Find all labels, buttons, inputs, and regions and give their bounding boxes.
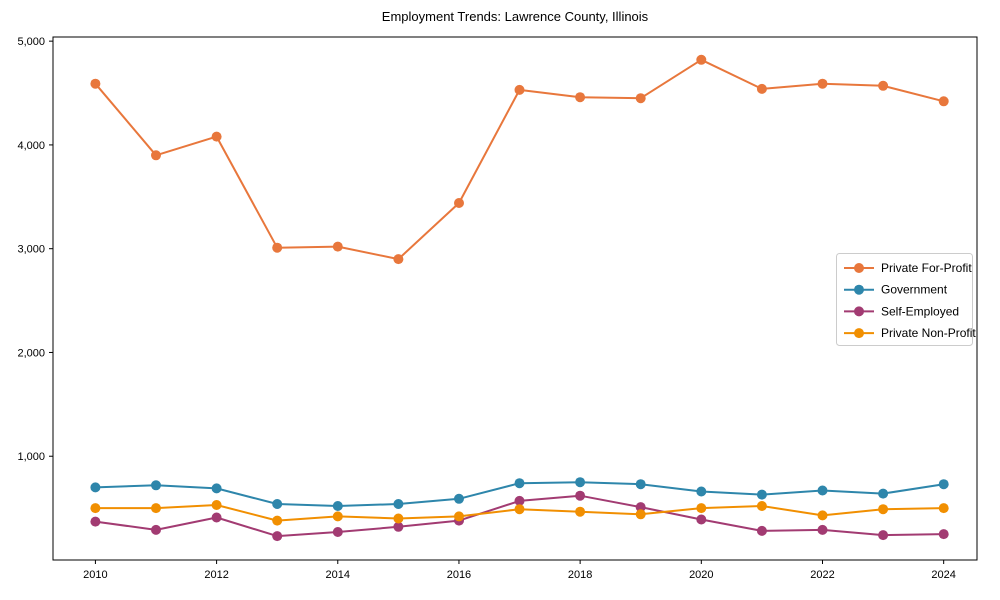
legend-box xyxy=(836,253,973,346)
x-tick-label: 2018 xyxy=(568,569,592,581)
data-point-private-for-profit xyxy=(635,93,646,104)
data-point-private-non-profit xyxy=(332,511,343,522)
data-point-private-non-profit xyxy=(151,503,161,514)
data-point-government xyxy=(575,477,586,488)
data-point-self-employed xyxy=(211,512,222,523)
data-point-private-for-profit xyxy=(272,242,283,253)
legend: Private For-Profit Government Self-Employe… xyxy=(836,253,976,346)
data-point-government xyxy=(332,501,343,511)
data-point-private-non-profit xyxy=(696,503,707,514)
data-point-self-employed xyxy=(756,525,767,536)
data-point-government xyxy=(211,483,222,494)
data-point-government xyxy=(393,499,404,509)
legend-label-private-for-profit: Private For-Profit xyxy=(881,261,972,275)
data-point-private-non-profit xyxy=(211,500,222,510)
data-point-private-non-profit xyxy=(454,511,464,522)
data-point-private-for-profit xyxy=(151,150,161,161)
legend-item-private-for-profit: Private For-Profit xyxy=(844,261,972,275)
data-point-government xyxy=(454,493,464,504)
data-point-self-employed xyxy=(878,530,889,541)
data-point-private-for-profit xyxy=(696,54,707,65)
legend-label-government: Government xyxy=(881,283,948,297)
data-point-self-employed xyxy=(635,502,646,513)
data-point-self-employed xyxy=(575,490,586,501)
legend-item-private-non-profit: Private Non-Profit xyxy=(844,326,976,340)
data-point-private-for-profit xyxy=(90,78,101,89)
data-point-private-non-profit xyxy=(514,504,525,515)
x-tick-label: 2014 xyxy=(326,569,350,581)
x-tick-label: 2024 xyxy=(931,569,955,581)
legend-label-private-non-profit: Private Non-Profit xyxy=(881,326,976,340)
data-point-government xyxy=(756,489,767,500)
data-point-private-non-profit xyxy=(272,515,283,526)
data-point-government xyxy=(272,499,283,509)
data-point-self-employed xyxy=(272,531,283,542)
data-point-self-employed xyxy=(393,521,404,532)
data-point-private-non-profit xyxy=(90,503,101,514)
data-point-government xyxy=(90,482,101,493)
legend-sample-marker-government xyxy=(854,284,864,295)
data-point-private-non-profit xyxy=(756,501,767,511)
data-point-private-for-profit xyxy=(454,198,464,208)
data-point-private-non-profit xyxy=(575,506,586,517)
data-point-private-non-profit xyxy=(393,513,404,524)
x-tick-label: 2020 xyxy=(689,569,713,581)
data-point-private-non-profit xyxy=(878,504,889,515)
y-tick-label: 2,000 xyxy=(17,347,45,359)
data-point-private-for-profit xyxy=(393,254,404,265)
legend-sample-marker-self-employed xyxy=(854,306,864,317)
data-point-self-employed xyxy=(938,529,949,540)
data-point-private-non-profit xyxy=(817,510,828,521)
data-point-self-employed xyxy=(332,527,343,537)
data-point-private-for-profit xyxy=(211,131,222,142)
x-tick-label: 2016 xyxy=(447,569,471,581)
data-point-private-for-profit xyxy=(878,80,889,91)
y-tick-label: 1,000 xyxy=(17,451,45,463)
data-point-government xyxy=(938,479,949,490)
data-point-private-for-profit xyxy=(575,92,586,103)
chart-title: Employment Trends: Lawrence County, Illi… xyxy=(381,9,649,24)
x-tick-label: 2012 xyxy=(204,569,228,581)
legend-label-self-employed: Self-Employed xyxy=(881,304,959,318)
y-tick-label: 5,000 xyxy=(17,36,45,48)
data-point-self-employed xyxy=(696,514,707,525)
y-tick-label: 3,000 xyxy=(17,244,45,256)
x-tick-label: 2010 xyxy=(83,569,107,581)
data-point-government xyxy=(635,479,646,490)
x-tick-label: 2022 xyxy=(810,569,834,581)
plot-frame xyxy=(52,36,978,561)
data-point-self-employed xyxy=(817,524,828,535)
data-point-government xyxy=(696,486,707,497)
data-point-government xyxy=(878,488,889,499)
y-tick-label: 4,000 xyxy=(17,140,45,152)
data-point-government xyxy=(151,480,161,491)
data-point-self-employed xyxy=(90,516,101,527)
data-point-self-employed xyxy=(514,495,525,506)
legend-item-self-employed: Self-Employed xyxy=(844,304,959,318)
data-point-private-non-profit xyxy=(635,509,646,520)
data-point-government xyxy=(817,485,828,496)
legend-sample-marker-private-for-profit xyxy=(854,263,864,273)
legend-sample-marker-private-non-profit xyxy=(854,328,864,339)
data-point-self-employed xyxy=(151,524,161,535)
data-point-government xyxy=(514,478,525,489)
legend-item-government: Government xyxy=(844,283,948,297)
data-point-private-for-profit xyxy=(514,84,525,95)
data-point-private-non-profit xyxy=(938,503,949,514)
data-point-private-for-profit xyxy=(817,78,828,89)
data-point-private-for-profit xyxy=(332,241,343,252)
data-point-private-for-profit xyxy=(756,83,767,94)
data-point-private-for-profit xyxy=(938,96,949,107)
